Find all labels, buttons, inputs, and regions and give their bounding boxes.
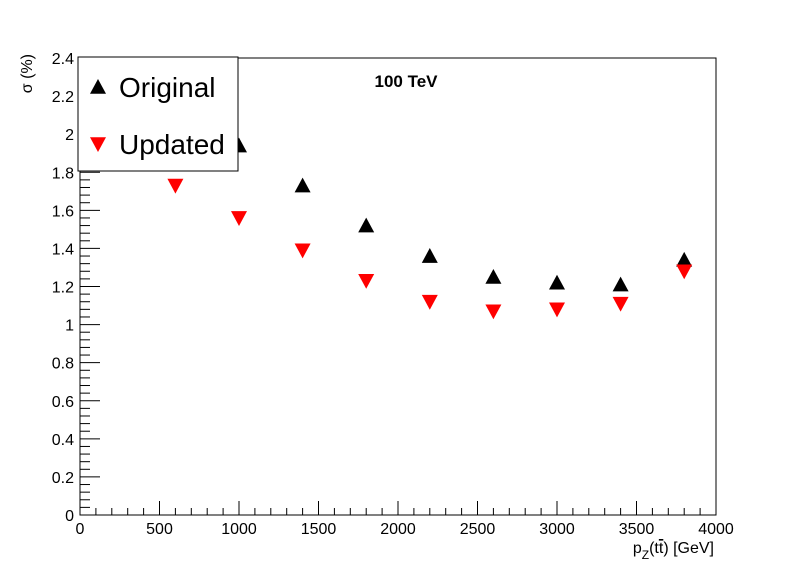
- x-tick-label: 0: [76, 521, 85, 538]
- data-point-original: [421, 248, 438, 263]
- data-point-updated: [231, 211, 247, 226]
- y-axis-title: σ (%): [19, 54, 36, 93]
- data-point-updated: [294, 243, 311, 259]
- x-tick-label: 3000: [539, 521, 575, 538]
- y-tick-label: 1.8: [52, 165, 74, 182]
- data-point-updated: [167, 178, 184, 194]
- data-point-updated: [358, 273, 375, 289]
- y-tick-label: 2.2: [52, 89, 74, 106]
- y-tick-label: 2.4: [52, 51, 74, 68]
- y-tick-label: 1.2: [52, 280, 74, 297]
- data-point-original: [358, 217, 375, 233]
- data-point-updated: [549, 302, 565, 318]
- data-point-updated: [421, 294, 438, 310]
- y-tick-label: 0.4: [52, 432, 74, 449]
- y-tick-label: 1.6: [52, 203, 74, 220]
- x-title-subscript: Z: [642, 548, 649, 562]
- x-tick-label: 500: [146, 521, 173, 538]
- x-tick-label: 2000: [380, 521, 416, 538]
- x-title-tbar: t: [659, 540, 664, 557]
- legend-marker-original: [90, 79, 106, 94]
- x-axis: 0 500 1000 1500 2000 2500 3000 3500 4000: [76, 501, 734, 538]
- data-point-original: [612, 276, 629, 292]
- x-title-unit: [GeV]: [669, 540, 714, 557]
- x-title-paren: (t: [649, 540, 659, 557]
- legend-box: [77, 56, 239, 172]
- y-tick-label: 0.6: [52, 394, 74, 411]
- data-point-original: [549, 274, 565, 290]
- y-tick-label: 2: [65, 127, 74, 144]
- x-tick-label: 2500: [460, 521, 496, 538]
- x-tick-label: 3500: [619, 521, 655, 538]
- x-title-base: p: [633, 540, 642, 557]
- x-axis-title: pZ(tt) [GeV]: [633, 540, 714, 562]
- energy-annotation: 100 TeV: [374, 72, 438, 91]
- x-tick-label: 1000: [221, 521, 257, 538]
- legend-marker-updated: [90, 137, 106, 152]
- data-point-original: [485, 268, 502, 284]
- y-tick-label: 1: [65, 318, 74, 335]
- y-tick-label: 1.4: [52, 241, 74, 258]
- x-tick-label: 1500: [301, 521, 337, 538]
- x-tick-label: 4000: [698, 521, 734, 538]
- data-point-updated: [676, 264, 693, 280]
- x-title-close: ): [663, 540, 668, 557]
- data-point-updated: [485, 304, 502, 320]
- data-point-updated: [612, 296, 629, 312]
- data-point-original: [294, 177, 311, 193]
- y-tick-label: 0.8: [52, 356, 74, 373]
- legend-label-original: Original: [119, 72, 215, 103]
- y-tick-label: 0.2: [52, 470, 74, 487]
- legend: Original Updated: [77, 56, 239, 172]
- data-point-original: [676, 251, 693, 267]
- legend-label-updated: Updated: [119, 129, 225, 160]
- y-tick-label: 0: [65, 508, 74, 525]
